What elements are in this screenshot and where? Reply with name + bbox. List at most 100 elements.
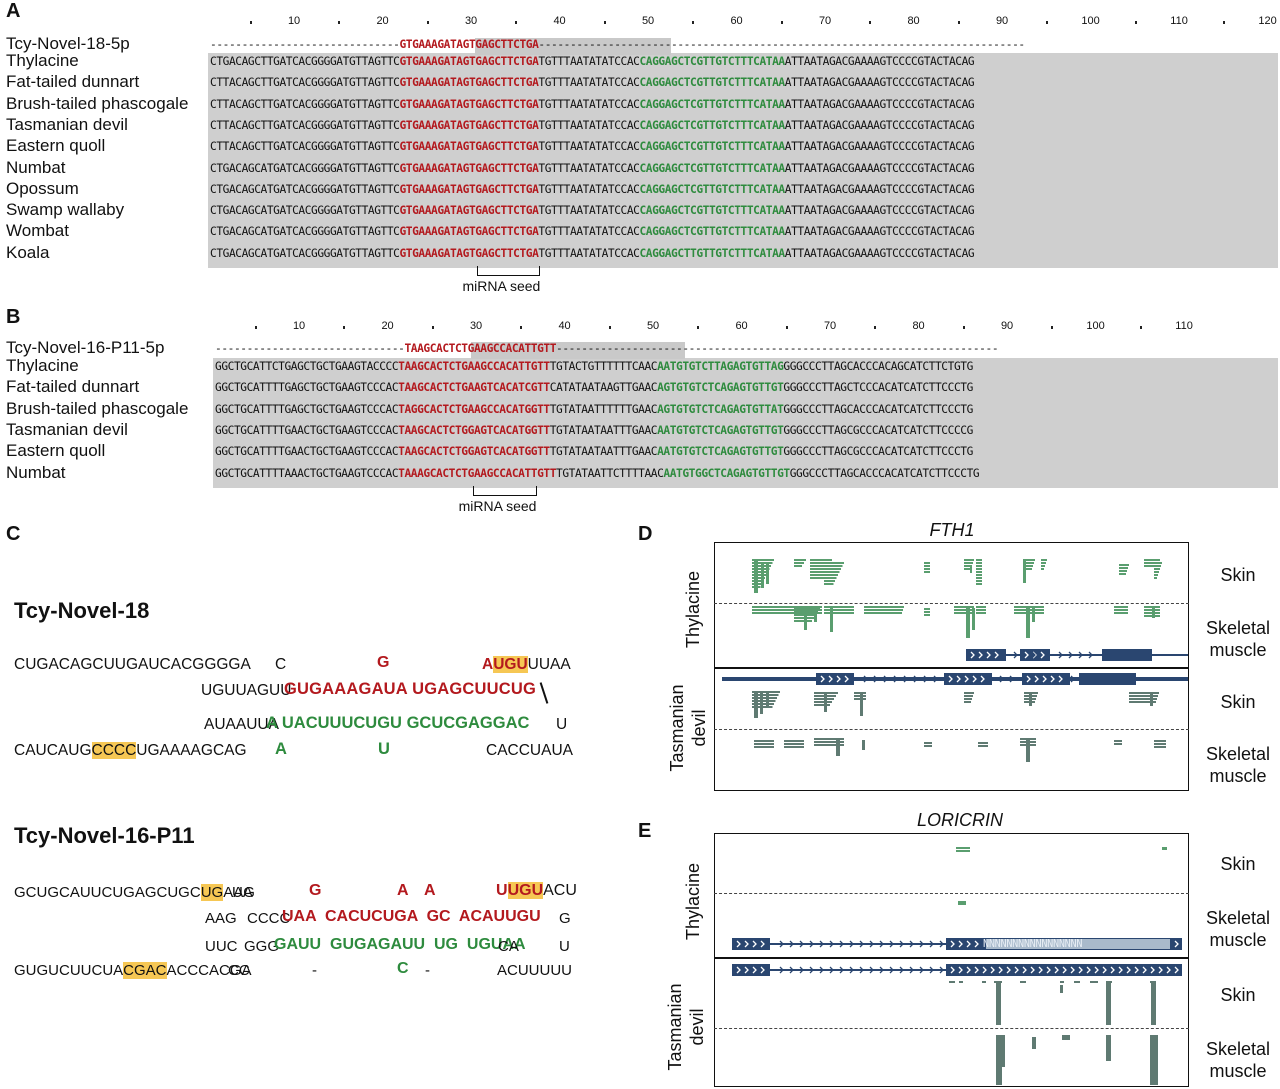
hairpin-2-line-4: GUGUCUUCUACGACACCCACGA xyxy=(14,962,252,979)
read-block xyxy=(966,608,970,638)
panel-e-frame xyxy=(714,833,1189,1087)
intron-strand-arrow xyxy=(909,940,914,948)
species-label: Wombat xyxy=(6,221,69,241)
read-coverage xyxy=(924,568,930,570)
tick-mark xyxy=(254,326,257,329)
alignment-row: CTTACAGCTTGATCACGGGGATGTTAGTTCGTGAAAGATA… xyxy=(210,76,975,90)
tick-label: 120 xyxy=(1258,15,1277,27)
read-coverage xyxy=(1119,564,1129,566)
exon-strand-arrow xyxy=(1118,966,1123,974)
panel-e-species-thylacine: Thylacine xyxy=(683,862,703,940)
read-coverage xyxy=(752,700,776,702)
tick-mark xyxy=(957,21,960,24)
panel-e-tracks xyxy=(732,847,1182,1085)
tick-mark xyxy=(869,21,872,24)
hairpin-1-star-3p: A UACUUUCUGU GCUCGAGGAC xyxy=(266,714,530,732)
intron-strand-arrow xyxy=(849,940,854,948)
read-block xyxy=(1029,692,1032,706)
species-label: Swamp wallaby xyxy=(6,200,125,220)
hairpin-1-title: Tcy-Novel-18 xyxy=(14,598,150,623)
read-coverage xyxy=(810,568,829,570)
exon-strand-arrow xyxy=(1142,966,1147,974)
read-coverage xyxy=(1114,743,1122,745)
species-label: Numbat xyxy=(6,157,66,177)
tick-label: 90 xyxy=(1000,320,1014,332)
read-coverage xyxy=(956,850,970,852)
hairpin-1-bulge-a: A xyxy=(275,740,287,758)
tick-mark xyxy=(249,21,252,24)
hairpin-2-loop: UUGUACU xyxy=(496,882,577,899)
intron-strand-arrow xyxy=(779,966,784,974)
tick-label: 70 xyxy=(823,320,837,332)
hairpin-2-loop-3p: ACUUUUU xyxy=(497,962,572,979)
read-coverage xyxy=(824,577,837,579)
alignment-row: CTTACAGCTTGATCACGGGGATGTTAGTTCGTGAAAGATA… xyxy=(210,140,975,154)
panel-d-muscle-1: Skeletal muscle xyxy=(1205,618,1271,660)
exon-strand-arrow xyxy=(1150,966,1155,974)
read-block xyxy=(1060,981,1064,983)
exon-strand-arrow xyxy=(972,675,977,683)
read-block xyxy=(860,692,863,716)
species-label: Opossum xyxy=(6,178,79,198)
exon-strand-arrow xyxy=(1134,966,1139,974)
read-coverage xyxy=(924,571,930,573)
read-block xyxy=(754,692,758,718)
intron-strand-arrow xyxy=(883,675,888,683)
gene-exon xyxy=(966,649,1006,661)
read-coverage xyxy=(752,697,777,699)
read-coverage xyxy=(824,612,854,614)
tick-label: 110 xyxy=(1175,320,1193,332)
hairpin-2-gap-2: - xyxy=(425,962,430,979)
tick-mark xyxy=(962,326,965,329)
intron-strand-arrow xyxy=(873,675,878,683)
read-block xyxy=(1060,985,1063,993)
read-block xyxy=(1162,847,1167,850)
read-coverage xyxy=(814,738,844,740)
read-block xyxy=(760,692,763,714)
panelA-seed-bracket xyxy=(476,266,541,276)
alignment-row: CTTACAGCTTGATCACGGGGATGTTAGTTCGTGAAAGATA… xyxy=(210,118,975,132)
read-coverage xyxy=(976,562,982,564)
exon-strand-arrow xyxy=(990,966,995,974)
read-block xyxy=(996,1035,1002,1085)
hairpin-2-gap-1: - xyxy=(312,962,317,979)
read-coverage xyxy=(1041,565,1045,567)
read-block xyxy=(1026,608,1030,638)
read-coverage xyxy=(1023,559,1035,561)
hairpin-2-line-4c: CC xyxy=(228,962,250,979)
read-coverage xyxy=(954,606,974,608)
exon-strand-arrow xyxy=(752,966,757,974)
read-block xyxy=(949,981,955,983)
read-coverage xyxy=(1129,698,1157,700)
exon-strand-arrow xyxy=(1014,966,1019,974)
alignment-row: CTGACAGCATGATCACGGGGATGTTAGTTCGTGAAAGATA… xyxy=(210,161,975,175)
read-coverage xyxy=(924,565,930,567)
species-label: Thylacine xyxy=(6,51,79,70)
exon-strand-arrow xyxy=(1022,966,1027,974)
hairpin-1-line-4: CAUCAUGCCCCUGAAAAGCAG xyxy=(14,742,247,759)
panel-e-dash-1 xyxy=(714,893,1189,894)
read-block xyxy=(804,608,807,630)
alignment-row: CTTACAGCTTGATCACGGGGATGTTAGTTCGTGAAAGATA… xyxy=(210,97,975,111)
intron-strand-arrow xyxy=(939,940,944,948)
read-coverage xyxy=(1020,738,1036,740)
read-coverage xyxy=(964,695,973,697)
read-block xyxy=(754,559,758,593)
hairpin-2-bulge-a2: A xyxy=(424,882,436,899)
exon-strand-arrow xyxy=(1102,966,1107,974)
exon-strand-arrow xyxy=(1038,966,1043,974)
exon-strand-arrow xyxy=(744,966,749,974)
exon-strand-arrow xyxy=(736,940,741,948)
exon-strand-arrow xyxy=(974,940,979,948)
read-coverage xyxy=(814,744,844,746)
read-coverage xyxy=(964,562,973,564)
exon-strand-arrow xyxy=(1058,675,1063,683)
read-block xyxy=(972,608,975,630)
gene-exon xyxy=(732,938,770,950)
read-coverage xyxy=(954,612,974,614)
gene-exon xyxy=(1079,673,1136,685)
panelB-seed-label: miRNA seed xyxy=(458,497,537,514)
intron-strand-arrow xyxy=(859,940,864,948)
read-coverage xyxy=(1154,568,1160,570)
exon-strand-arrow xyxy=(964,675,969,683)
